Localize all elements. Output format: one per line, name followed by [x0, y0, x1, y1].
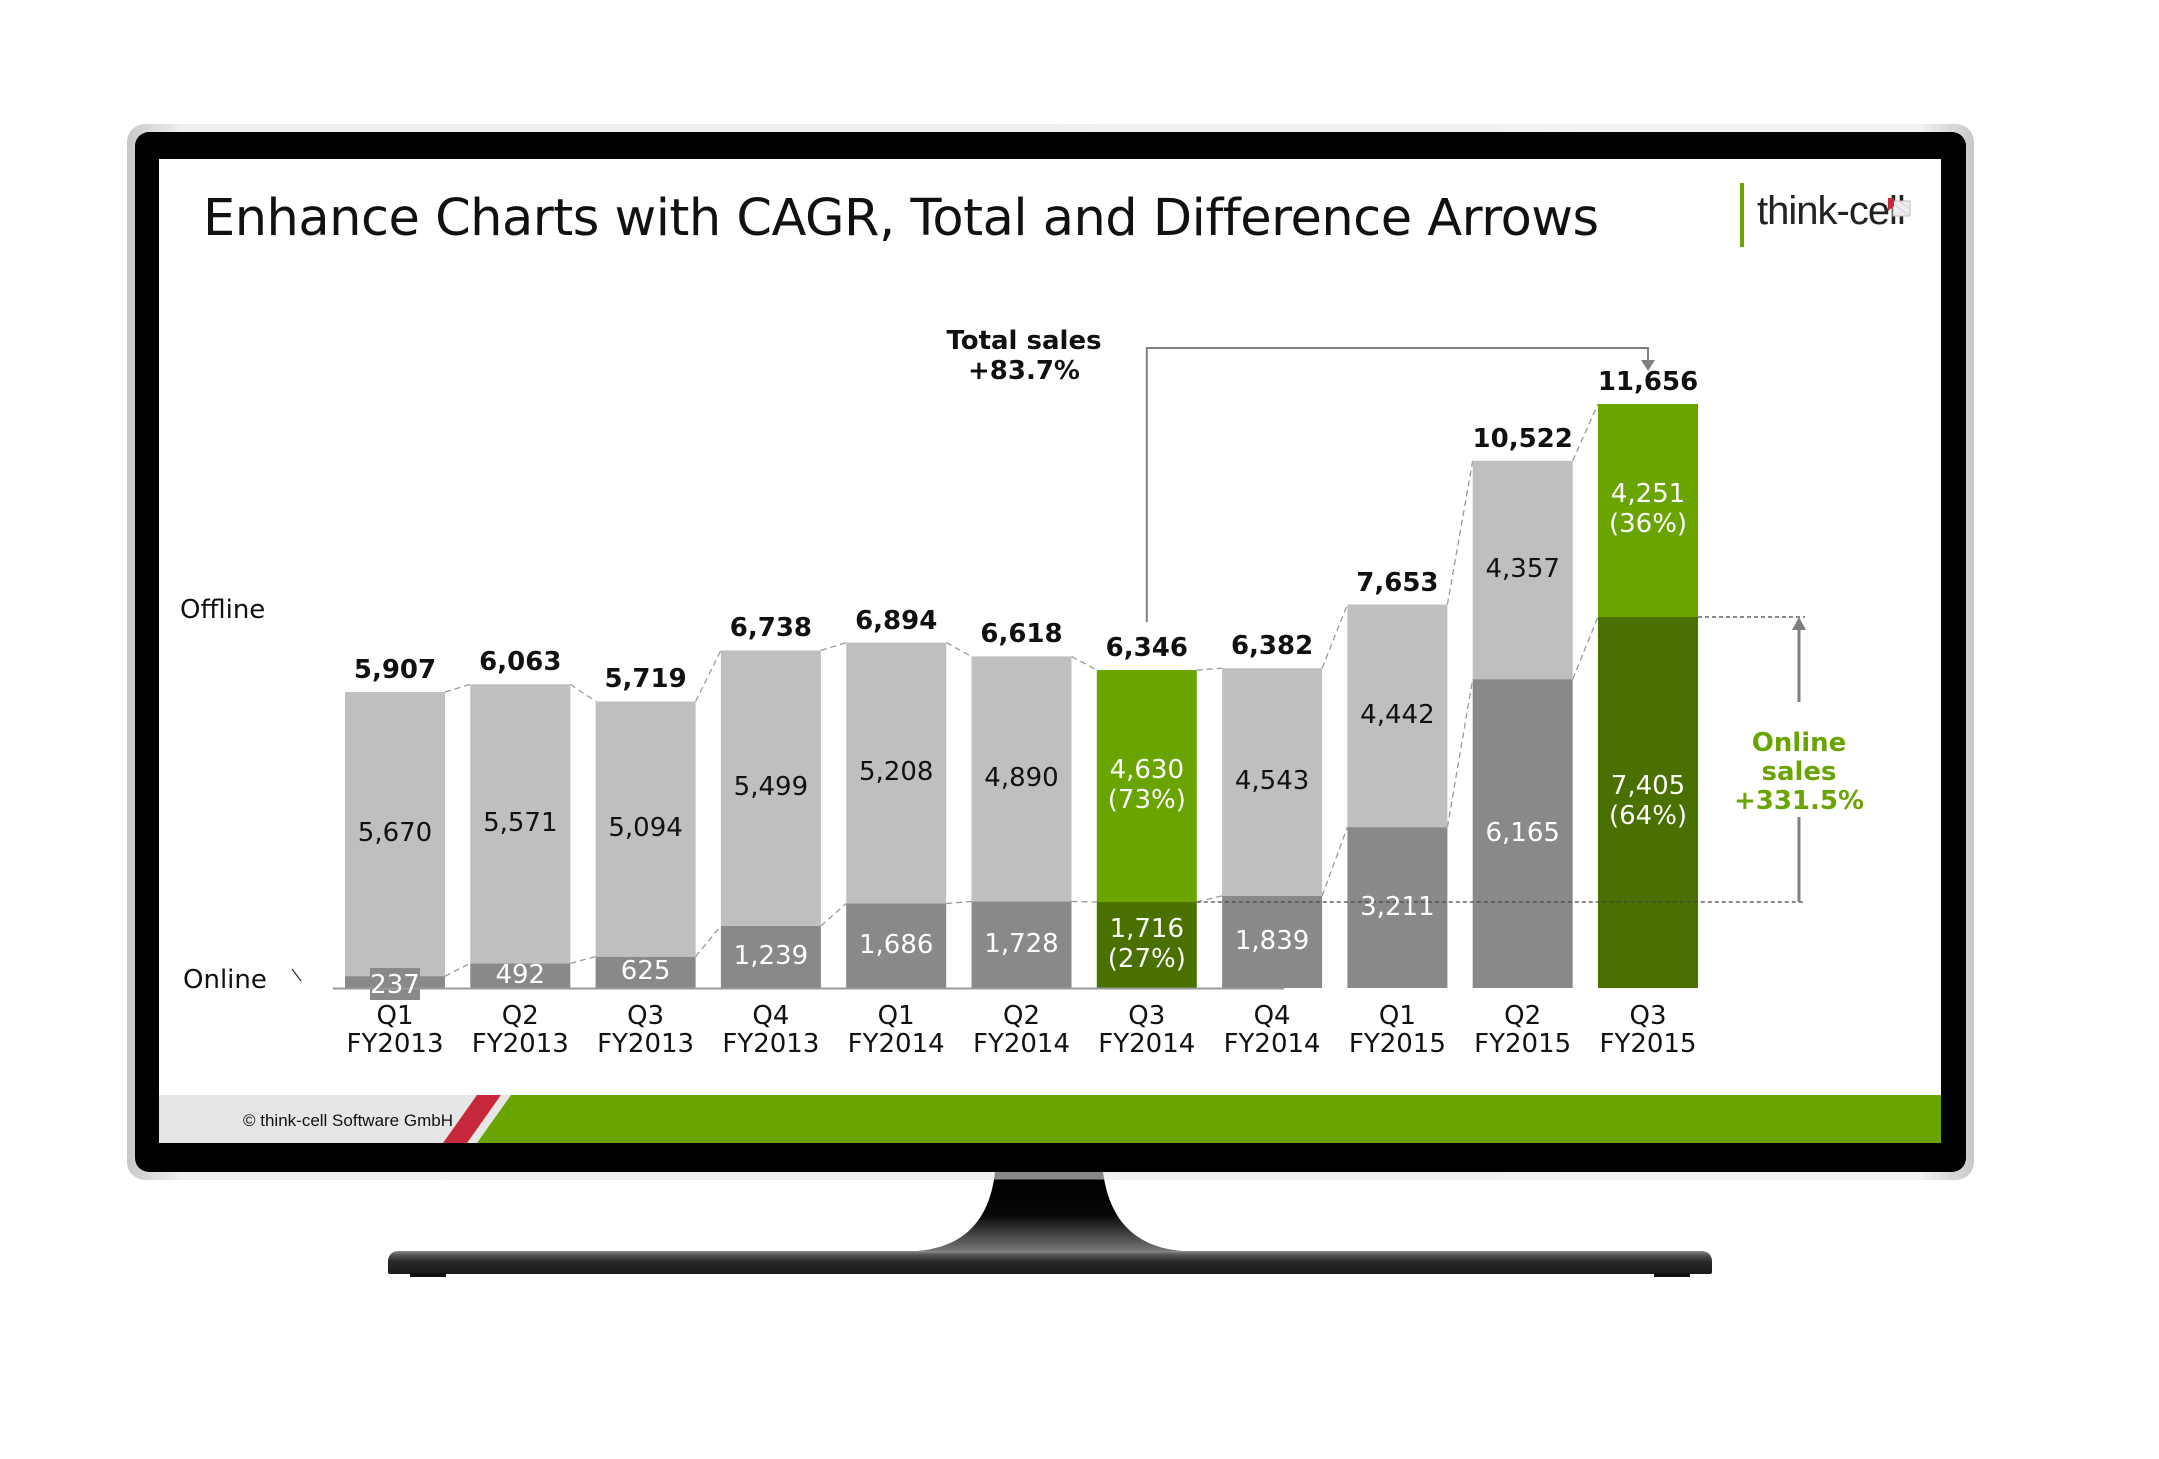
- online-value-label: 237: [370, 970, 420, 1001]
- x-axis-label: Q1 FY2014: [847, 1001, 945, 1059]
- x-axis-label: Q3 FY2014: [1098, 1001, 1196, 1059]
- bar-online: [1472, 679, 1573, 988]
- bar-online: [595, 956, 696, 988]
- bar-online: [846, 903, 947, 988]
- online-value-label: 1,839: [1234, 925, 1310, 956]
- total-label: 6,063: [479, 647, 562, 678]
- bar-offline: [1096, 670, 1197, 903]
- bar-offline: [720, 650, 821, 926]
- offline-value-label: 4,630 (73%): [1107, 755, 1186, 816]
- total-label: 6,894: [855, 605, 938, 636]
- online-sales-annotation: Online sales +331.5%: [1734, 729, 1864, 816]
- online-value-label: 1,686: [858, 929, 934, 960]
- offline-value-label: 4,442: [1360, 699, 1435, 730]
- offline-value-label: 4,357: [1485, 554, 1560, 585]
- online-value-label: 1,728: [984, 928, 1059, 959]
- stacked-bar-chart: [291, 347, 1806, 1000]
- bar-offline: [470, 684, 571, 964]
- online-value-label: 492: [495, 959, 546, 990]
- total-label: 6,346: [1105, 633, 1188, 664]
- x-axis-label: Q4 FY2013: [722, 1001, 820, 1059]
- bar-online: [971, 901, 1072, 988]
- x-axis-label: Q3 FY2013: [597, 1001, 695, 1059]
- total-label: 6,618: [980, 619, 1063, 650]
- monitor-stand-neck: [917, 1172, 1183, 1251]
- bar-offline: [1598, 404, 1698, 617]
- total-label: 6,382: [1230, 631, 1314, 662]
- online-value-label: 7,405 (64%): [1608, 771, 1688, 832]
- x-axis-label: Q2 FY2013: [471, 1001, 569, 1059]
- bar-online: [1598, 616, 1698, 988]
- logo-accent-bar: [1740, 183, 1744, 247]
- total-label: 11,656: [1597, 367, 1699, 397]
- online-value-label: 625: [620, 956, 671, 987]
- x-axis-label: Q1 FY2015: [1348, 1001, 1446, 1059]
- bar-offline: [595, 701, 696, 957]
- total-sales-title: Total sales: [946, 326, 1102, 356]
- x-axis-label: Q2 FY2014: [972, 1001, 1071, 1059]
- total-label: 5,719: [604, 664, 687, 695]
- bar-offline: [345, 692, 445, 977]
- bar-offline: [971, 656, 1072, 902]
- online-sales-value: +331.5%: [1733, 786, 1865, 816]
- series-label-online: Online: [183, 965, 267, 995]
- bar-online: [1096, 902, 1197, 988]
- monitor-stand-base: [388, 1251, 1712, 1274]
- bar-online: [720, 925, 821, 988]
- offline-value-label: 5,094: [608, 813, 683, 844]
- online-value-label: 1,239: [733, 941, 809, 972]
- offline-value-label: 5,499: [733, 772, 809, 803]
- total-label: 5,907: [353, 655, 437, 686]
- offline-value-label: 5,571: [483, 807, 558, 838]
- offline-value-label: 5,670: [357, 818, 433, 849]
- offline-value-label: 5,208: [858, 757, 934, 788]
- online-sales-line1: Online: [1751, 728, 1847, 758]
- think-cell-logo-icon: [1888, 198, 1911, 217]
- slide-title: Enhance Charts with CAGR, Total and Diff…: [203, 189, 1599, 248]
- think-cell-logo: think-cell: [1757, 189, 1906, 233]
- bar-offline: [1347, 604, 1448, 828]
- offline-value-label: 4,251 (36%): [1608, 479, 1688, 540]
- online-value-label: 6,165: [1485, 817, 1560, 848]
- bar-offline: [1472, 460, 1573, 680]
- bar-offline: [1222, 668, 1323, 896]
- total-label: 7,653: [1356, 567, 1439, 598]
- bar-online: [1222, 895, 1323, 988]
- total-label: 6,738: [729, 613, 813, 644]
- online-value-label: 1,716 (27%): [1107, 914, 1186, 974]
- series-label-offline: Offline: [180, 595, 266, 625]
- x-axis-label: Q2 FY2015: [1474, 1001, 1572, 1059]
- x-axis-label: Q4 FY2014: [1223, 1001, 1321, 1059]
- total-sales-annotation: Total sales +83.7%: [940, 326, 1108, 386]
- x-axis-label: Q3 FY2015: [1599, 1001, 1697, 1059]
- total-label: 10,522: [1472, 423, 1573, 454]
- slide: Enhance Charts with CAGR, Total and Diff…: [159, 159, 1941, 1143]
- bar-online: [1347, 827, 1448, 988]
- x-axis-label: Q1 FY2013: [346, 1001, 444, 1059]
- footer-copyright: © think-cell Software GmbH: [243, 1111, 453, 1130]
- bar-online: [470, 963, 571, 988]
- online-value-label: 3,211: [1360, 891, 1435, 922]
- offline-value-label: 4,890: [984, 762, 1059, 793]
- monitor-foot-right: [1654, 1273, 1690, 1277]
- bar-offline: [846, 642, 947, 904]
- total-sales-value: +83.7%: [968, 356, 1080, 386]
- monitor-foot-left: [410, 1273, 446, 1277]
- footer-stripes: [443, 1095, 1941, 1143]
- offline-value-label: 4,543: [1234, 766, 1310, 797]
- online-sales-line2: sales: [1761, 757, 1837, 787]
